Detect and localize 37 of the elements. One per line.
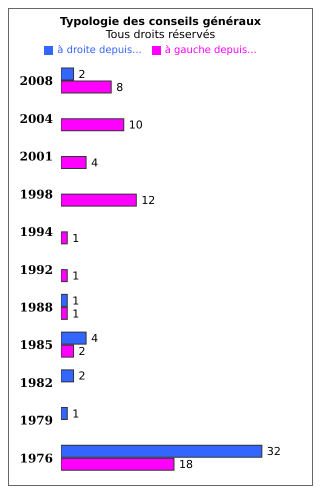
data-label: 2	[78, 344, 86, 358]
chart-title: Typologie des conseils généraux	[58, 15, 262, 28]
legend-label: à gauche depuis...	[164, 45, 257, 56]
data-label: 2	[78, 370, 86, 383]
data-label: 1	[72, 270, 80, 283]
data-label: 1	[72, 232, 80, 245]
bar	[61, 369, 74, 382]
data-label: 8	[116, 80, 124, 94]
data-label: 10	[128, 118, 143, 132]
y-tick-label: 2004	[20, 112, 53, 126]
y-tick-label: 2001	[20, 150, 53, 164]
data-label: 12	[141, 194, 156, 208]
data-label: 1	[72, 294, 80, 308]
chart-subtitle: Tous droits réservés	[104, 28, 216, 41]
bar	[61, 194, 137, 207]
data-label: 1	[72, 407, 80, 420]
data-label: 1	[72, 307, 80, 320]
data-label: 4	[91, 332, 98, 345]
y-tick-label: 1994	[20, 225, 53, 240]
bar	[61, 269, 68, 282]
data-label: 4	[91, 156, 98, 170]
y-tick-label: 1976	[20, 451, 53, 466]
y-tick-label: 1979	[20, 414, 53, 428]
y-tick-label: 2008	[20, 74, 53, 88]
data-label: 18	[178, 458, 193, 472]
data-label: 32	[266, 445, 281, 458]
bar	[61, 231, 68, 244]
data-label: 2	[78, 68, 86, 81]
legend-label: à droite depuis...	[57, 45, 142, 56]
y-tick-label: 1988	[20, 300, 53, 314]
y-tick-label: 1992	[20, 262, 53, 277]
y-tick-label: 1982	[20, 376, 53, 390]
bar	[61, 118, 124, 132]
y-tick-label: 1998	[20, 187, 53, 202]
y-tick-label: 1985	[20, 338, 53, 352]
bar	[61, 156, 87, 169]
bar	[61, 407, 68, 420]
